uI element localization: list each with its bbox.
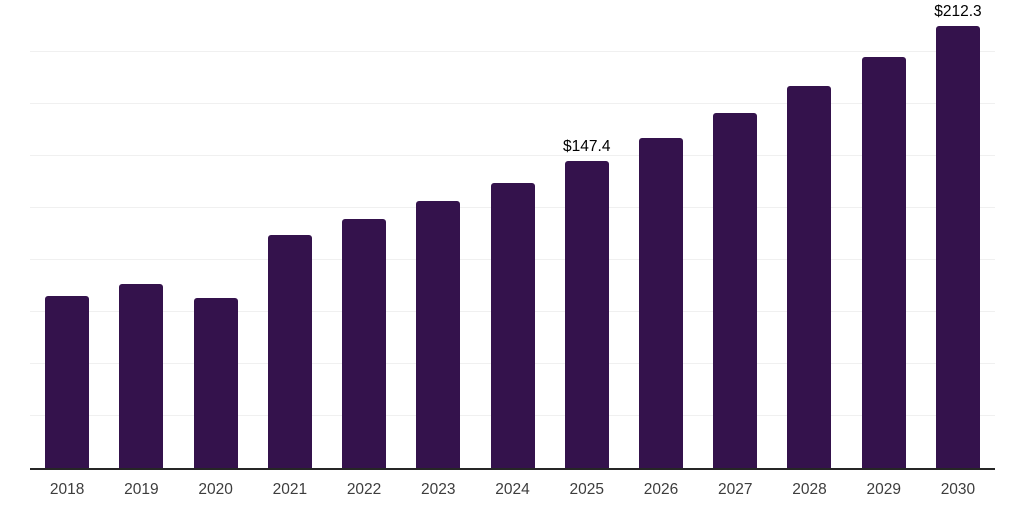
bar-slot-2024 <box>475 0 549 468</box>
bar-slot-2027 <box>698 0 772 468</box>
x-tick-2019: 2019 <box>124 481 159 498</box>
bar-2022 <box>342 219 387 468</box>
x-tick-2028: 2028 <box>792 481 827 498</box>
x-tick-2025: 2025 <box>569 481 604 498</box>
bar-2023 <box>416 201 461 468</box>
gridline-200 <box>30 51 995 52</box>
x-tick-2020: 2020 <box>198 481 233 498</box>
bar-2024 <box>490 182 535 468</box>
bar-2028 <box>787 86 832 468</box>
bar-slot-2025: $147.4 <box>550 0 624 468</box>
x-tick-2029: 2029 <box>866 481 901 498</box>
gridline-150 <box>30 155 995 156</box>
x-tick-2024: 2024 <box>495 481 530 498</box>
data-label-2025: $147.4 <box>563 137 611 155</box>
bar-slot-2030: $212.3 <box>921 0 995 468</box>
bar-2025 <box>564 161 609 468</box>
bar-2030 <box>935 26 980 468</box>
bar-2019 <box>119 283 164 468</box>
x-tick-2026: 2026 <box>643 481 679 498</box>
x-axis-line <box>30 468 995 470</box>
bar-slot-2021 <box>253 0 327 468</box>
x-tick-2021: 2021 <box>272 481 308 498</box>
x-tick-2027: 2027 <box>717 481 753 498</box>
bar-2020 <box>193 297 238 468</box>
bar-2027 <box>713 113 758 468</box>
x-tick-2018: 2018 <box>49 481 85 498</box>
gridline-175 <box>30 103 995 104</box>
bar-slot-2019 <box>104 0 178 468</box>
data-label-2030: $212.3 <box>934 2 982 20</box>
plot-area: $147.4 $212.3 <box>30 0 995 470</box>
bar-slot-2023 <box>401 0 475 468</box>
bar-2021 <box>267 235 312 468</box>
x-tick-2030: 2030 <box>940 481 976 498</box>
bar-slot-2026 <box>624 0 698 468</box>
bar-2026 <box>638 138 683 468</box>
bar-slot-2029 <box>847 0 921 468</box>
x-tick-2022: 2022 <box>346 481 382 498</box>
bar-2029 <box>861 57 906 468</box>
x-axis-tick-labels: 2018 2019 2020 2021 2022 2023 2024 2025 2026 2027… <box>30 481 995 500</box>
bar-2018 <box>45 295 90 468</box>
bar-slot-2022 <box>327 0 401 468</box>
x-tick-2023: 2023 <box>421 481 456 498</box>
bar-slot-2020 <box>178 0 252 468</box>
bar-slot-2028 <box>772 0 846 468</box>
bar-slot-2018 <box>30 0 104 468</box>
bars-container: $147.4 $212.3 <box>30 0 995 468</box>
